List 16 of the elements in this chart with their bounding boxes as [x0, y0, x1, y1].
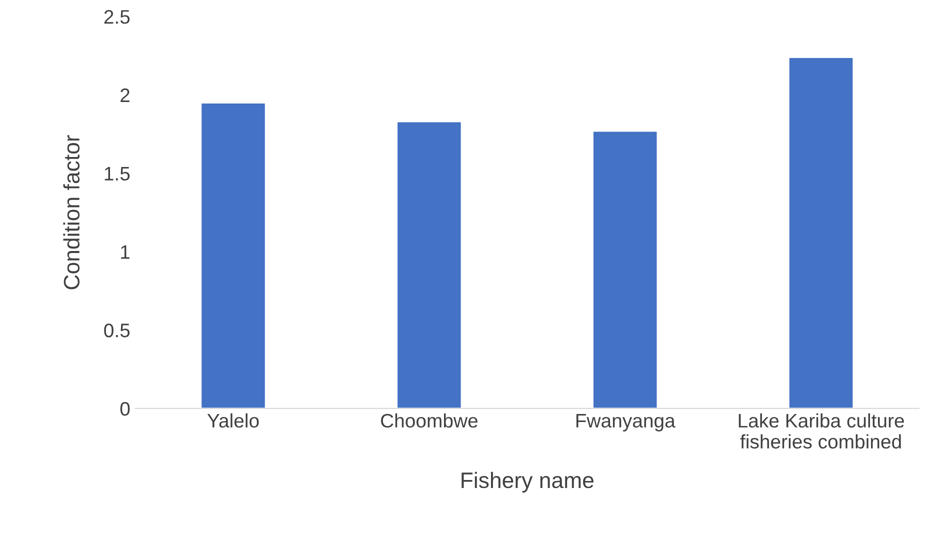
x-axis-title: Fishery name	[462, 472, 594, 493]
bar	[788, 56, 854, 408]
y-tick-label: 1.5	[104, 166, 130, 181]
y-tick-label: 0	[120, 402, 130, 416]
x-tick-label: Fwanyanga	[576, 414, 676, 432]
y-axis-title: Condition factor	[63, 135, 80, 290]
x-tick-label: Choombwe	[380, 413, 478, 428]
bar	[592, 130, 658, 408]
x-tick-label: Lake Kariba culture fisheries combined	[738, 413, 904, 449]
y-tick-label: 1	[121, 245, 130, 259]
x-tick-label: Yalelo	[207, 413, 259, 428]
y-tick-label: 2.5	[104, 10, 130, 24]
bar	[200, 102, 266, 408]
bar	[396, 120, 462, 408]
y-tick-label: 2	[120, 88, 130, 102]
y-tick-label: 0.5	[104, 324, 130, 338]
